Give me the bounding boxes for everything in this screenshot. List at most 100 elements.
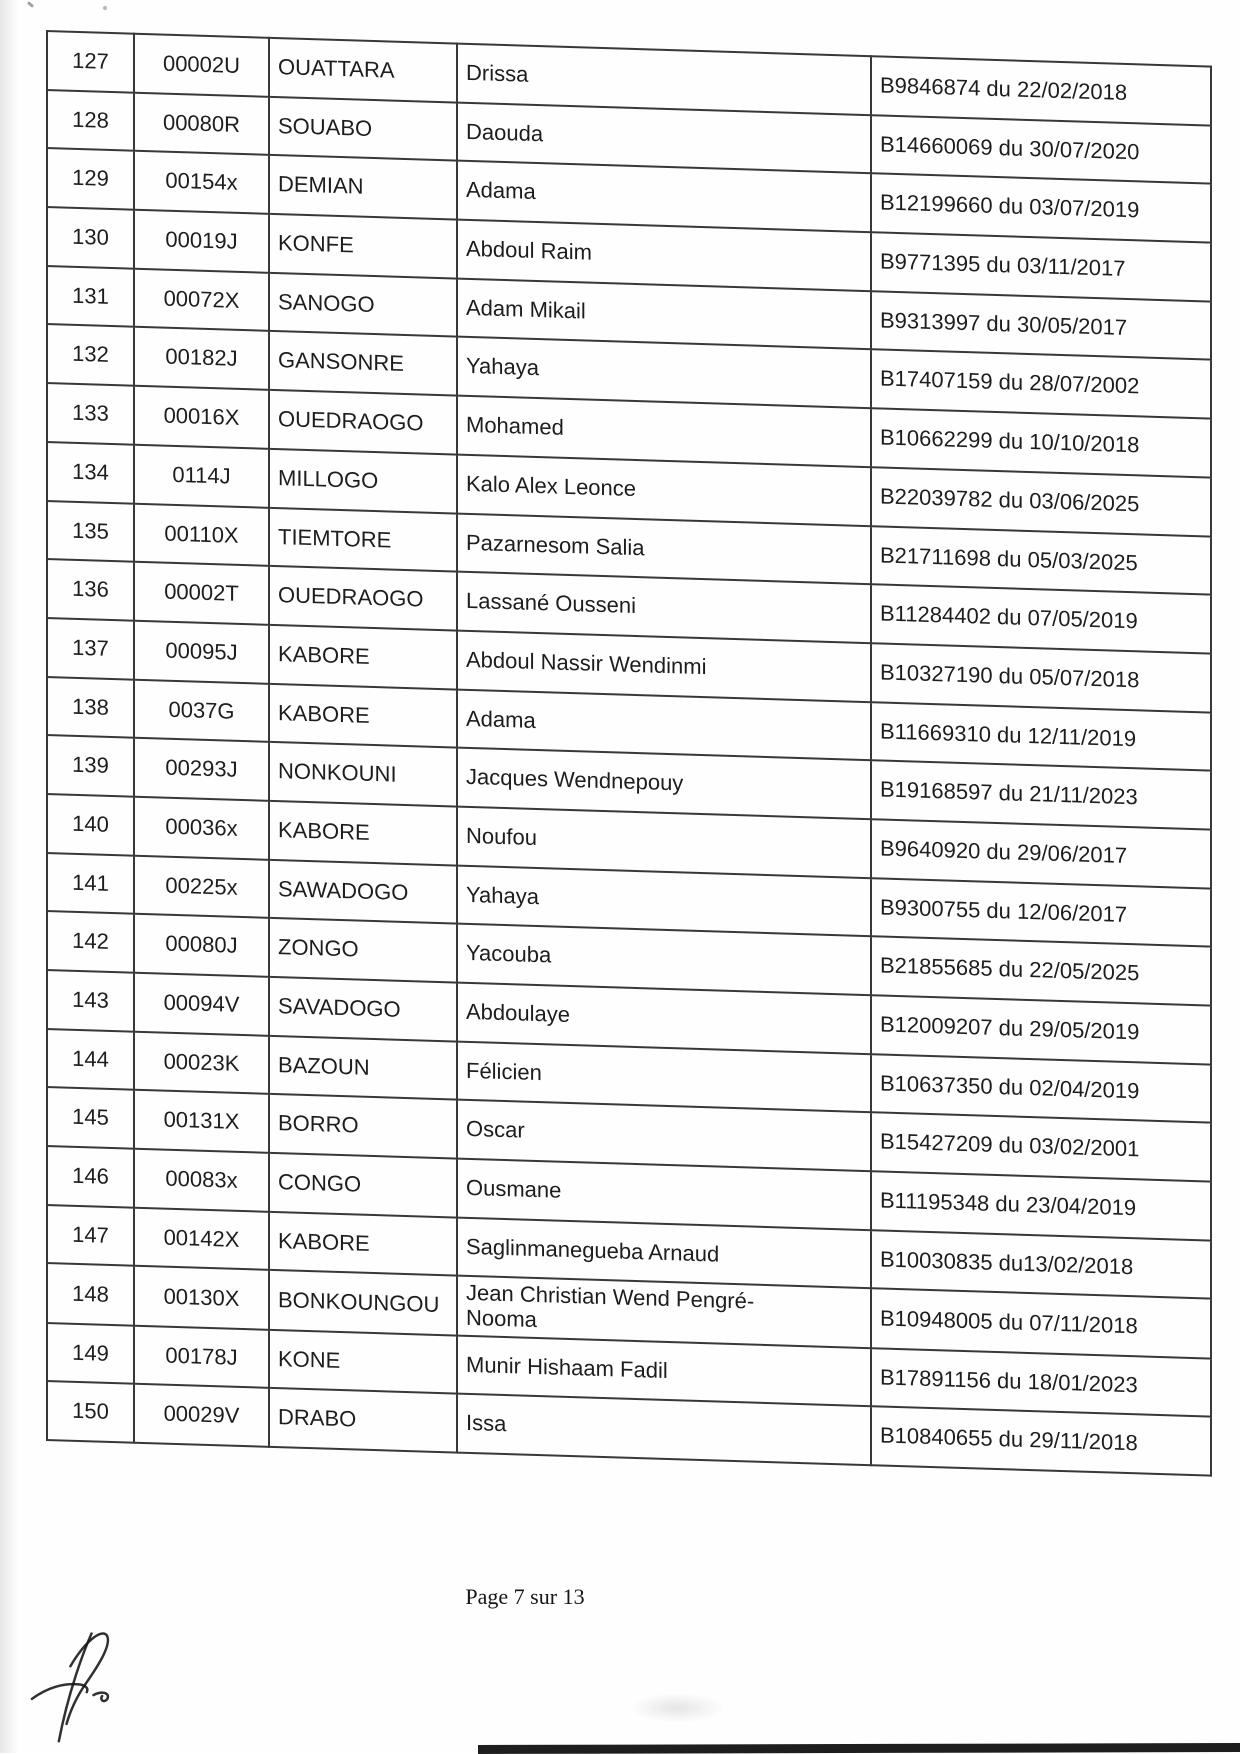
- surname-cell: OUATTARA: [269, 37, 457, 103]
- row-number-cell: 135: [47, 500, 134, 562]
- code-cell: 00154x: [134, 151, 269, 214]
- surname-cell: OUEDRAOGO: [269, 566, 457, 631]
- surname-cell: GANSONRE: [269, 331, 457, 396]
- scan-edge-shading: [0, 0, 18, 1753]
- id-reference-cell: B21855685 du 22/05/2025: [871, 936, 1211, 1006]
- scan-edge-artifact: [478, 1743, 1240, 1754]
- surname-cell: KONE: [269, 1329, 457, 1394]
- surname-cell: KABORE: [269, 624, 457, 690]
- code-cell: 00023K: [134, 1031, 269, 1095]
- id-reference-cell: B17891156 du 18/01/2023: [871, 1347, 1211, 1417]
- id-reference-cell: B10948005 du 07/11/2018: [871, 1288, 1211, 1359]
- surname-cell: KABORE: [269, 683, 457, 748]
- row-number-cell: 133: [47, 383, 134, 445]
- row-number-cell: 144: [47, 1028, 134, 1091]
- row-number-cell: 131: [47, 265, 134, 328]
- code-cell: 00036x: [134, 796, 269, 860]
- code-cell: 0114J: [134, 444, 269, 508]
- row-number-cell: 137: [47, 617, 134, 680]
- row-number-cell: 128: [47, 89, 134, 152]
- surname-cell: OUEDRAOGO: [269, 389, 457, 455]
- id-reference-cell: B10030835 du13/02/2018: [871, 1229, 1211, 1300]
- code-cell: 00178J: [134, 1325, 269, 1389]
- row-number-cell: 136: [47, 559, 134, 621]
- code-cell: 00016X: [134, 385, 269, 449]
- id-reference-cell: B12199660 du 03/07/2019: [871, 173, 1211, 243]
- id-reference-cell: B9300755 du 12/06/2017: [871, 877, 1211, 947]
- surname-cell: SOUABO: [269, 96, 457, 161]
- surname-cell: SAWADOGO: [269, 859, 457, 924]
- code-cell: 00095J: [134, 620, 269, 684]
- roster-table: 127 00002U OUATTARA Drissa B9846874 du 2…: [46, 30, 1212, 1477]
- code-cell: 00019J: [134, 209, 269, 273]
- id-reference-cell: B10327190 du 05/07/2018: [871, 643, 1211, 713]
- row-number-cell: 142: [47, 911, 134, 973]
- row-number-cell: 127: [47, 31, 134, 93]
- surname-cell: KABORE: [269, 800, 457, 866]
- scan-smudge: [630, 1693, 725, 1723]
- handwritten-signature-mark: [30, 1632, 110, 1743]
- code-cell: 0037G: [134, 679, 269, 743]
- id-reference-cell: B9846874 du 22/02/2018: [871, 56, 1211, 126]
- code-cell: 00002T: [134, 561, 269, 625]
- surname-cell: MILLOGO: [269, 448, 457, 514]
- code-cell: 00002U: [134, 33, 269, 97]
- row-number-cell: 149: [47, 1322, 134, 1385]
- page-footer: Page 7 sur 13: [465, 1584, 585, 1609]
- surname-cell: NONKOUNI: [269, 742, 457, 807]
- roster-table-body: 127 00002U OUATTARA Drissa B9846874 du 2…: [47, 31, 1211, 1476]
- row-number-cell: 146: [47, 1146, 134, 1208]
- row-number-cell: 134: [47, 441, 134, 504]
- id-reference-cell: B10662299 du 10/10/2018: [871, 408, 1211, 478]
- id-reference-cell: B11195348 du 23/04/2019: [871, 1171, 1211, 1241]
- code-cell: 00094V: [134, 972, 269, 1036]
- code-cell: 00083x: [134, 1148, 269, 1212]
- id-reference-cell: B9313997 du 30/05/2017: [871, 290, 1211, 361]
- id-reference-cell: B21711698 du 05/03/2025: [871, 525, 1211, 595]
- code-cell: 00293J: [134, 737, 269, 801]
- row-number-cell: 145: [47, 1087, 134, 1149]
- surname-cell: ZONGO: [269, 918, 457, 983]
- firstname-cell: Issa: [457, 1393, 871, 1466]
- surname-cell: SAVADOGO: [269, 976, 457, 1042]
- surname-cell: BONKOUNGOU: [269, 1270, 457, 1336]
- id-reference-cell: B10637350 du 02/04/2019: [871, 1053, 1211, 1123]
- id-reference-cell: B11284402 du 07/05/2019: [871, 584, 1211, 654]
- code-cell: 00080R: [134, 92, 269, 156]
- code-cell: 00130X: [134, 1266, 269, 1330]
- scan-speck: [26, 1, 35, 8]
- code-cell: 00072X: [134, 268, 269, 332]
- code-cell: 00182J: [134, 327, 269, 390]
- id-reference-cell: B9640920 du 29/06/2017: [871, 819, 1211, 889]
- code-cell: 00110X: [134, 503, 269, 567]
- surname-cell: CONGO: [269, 1152, 457, 1218]
- id-reference-cell: B15427209 du 03/02/2001: [871, 1112, 1211, 1182]
- id-reference-cell: B14660069 du 30/07/2020: [871, 114, 1211, 184]
- row-number-cell: 143: [47, 970, 134, 1032]
- row-number-cell: 150: [47, 1381, 134, 1443]
- row-number-cell: 129: [47, 148, 134, 210]
- row-number-cell: 141: [47, 852, 134, 915]
- code-cell: 00225x: [134, 855, 269, 919]
- id-reference-cell: B17407159 du 28/07/2002: [871, 349, 1211, 419]
- id-reference-cell: B11669310 du 12/11/2019: [871, 701, 1211, 771]
- surname-cell: BAZOUN: [269, 1035, 457, 1100]
- code-cell: 00142X: [134, 1207, 269, 1271]
- row-number-cell: 147: [47, 1204, 134, 1267]
- scan-speck: [103, 6, 107, 10]
- row-number-cell: 138: [47, 676, 134, 738]
- surname-cell: KONFE: [269, 213, 457, 279]
- surname-cell: KABORE: [269, 1211, 457, 1276]
- surname-cell: SANOGO: [269, 272, 457, 337]
- id-reference-cell: B12009207 du 29/05/2019: [871, 995, 1211, 1065]
- id-reference-cell: B9771395 du 03/11/2017: [871, 232, 1211, 302]
- code-cell: 00029V: [134, 1384, 269, 1447]
- id-reference-cell: B10840655 du 29/11/2018: [871, 1406, 1211, 1476]
- row-number-cell: 130: [47, 207, 134, 269]
- surname-cell: TIEMTORE: [269, 507, 457, 572]
- id-reference-cell: B19168597 du 21/11/2023: [871, 760, 1211, 830]
- surname-cell: DEMIAN: [269, 155, 457, 220]
- surname-cell: BORRO: [269, 1094, 457, 1159]
- row-number-cell: 132: [47, 324, 134, 386]
